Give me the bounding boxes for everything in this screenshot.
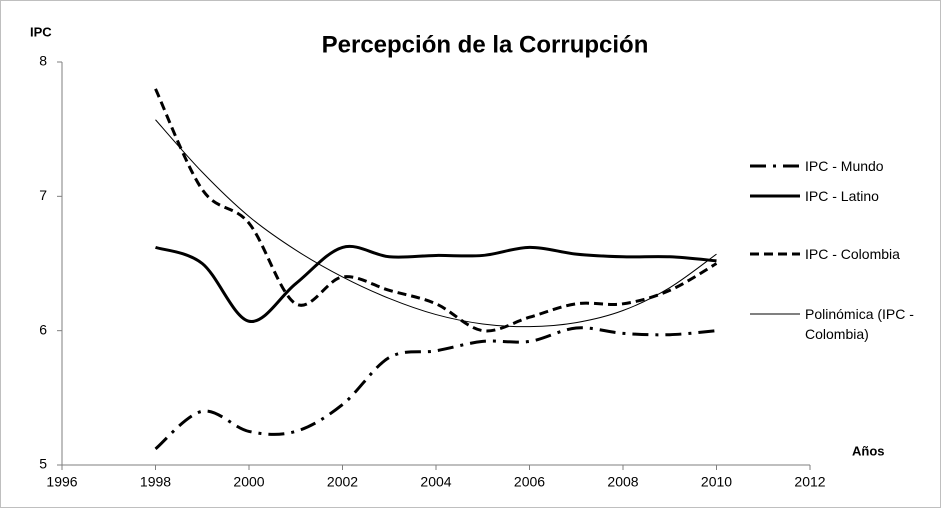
y-tick-label: 7 — [39, 187, 47, 203]
y-tick-label: 6 — [39, 321, 47, 337]
series-line — [155, 244, 717, 323]
x-tick-label: 2000 — [233, 474, 264, 490]
x-tick-label: 2006 — [514, 474, 545, 490]
legend-item: IPC - Mundo — [805, 158, 884, 174]
x-tick-label: 2008 — [607, 474, 638, 490]
x-tick-label: 2002 — [327, 474, 358, 490]
x-tick-label: 2004 — [420, 474, 451, 490]
legend-label: IPC - Latino — [805, 188, 879, 204]
legend-label: Polinómica (IPC - Colombia) — [805, 306, 914, 342]
series-line — [154, 326, 717, 451]
legend-item: IPC - Latino — [805, 188, 879, 204]
x-tick-label: 2012 — [794, 474, 825, 490]
legend-item: IPC - Colombia — [805, 246, 900, 262]
y-tick-label: 5 — [39, 456, 47, 472]
series-line — [155, 119, 717, 328]
x-tick-label: 1998 — [140, 474, 171, 490]
legend-label: IPC - Mundo — [805, 158, 884, 174]
series-line — [154, 88, 718, 333]
y-axis-label: IPC — [30, 24, 52, 39]
x-tick-label: 2010 — [701, 474, 732, 490]
y-tick-label: 8 — [39, 53, 47, 69]
chart-title: Percepción de la Corrupción — [322, 31, 649, 58]
legend-label: IPC - Colombia — [805, 246, 900, 262]
legend-item: Polinómica (IPC - Colombia) — [805, 306, 914, 342]
x-axis-label: Años — [852, 443, 885, 458]
x-tick-label: 1996 — [46, 474, 77, 490]
